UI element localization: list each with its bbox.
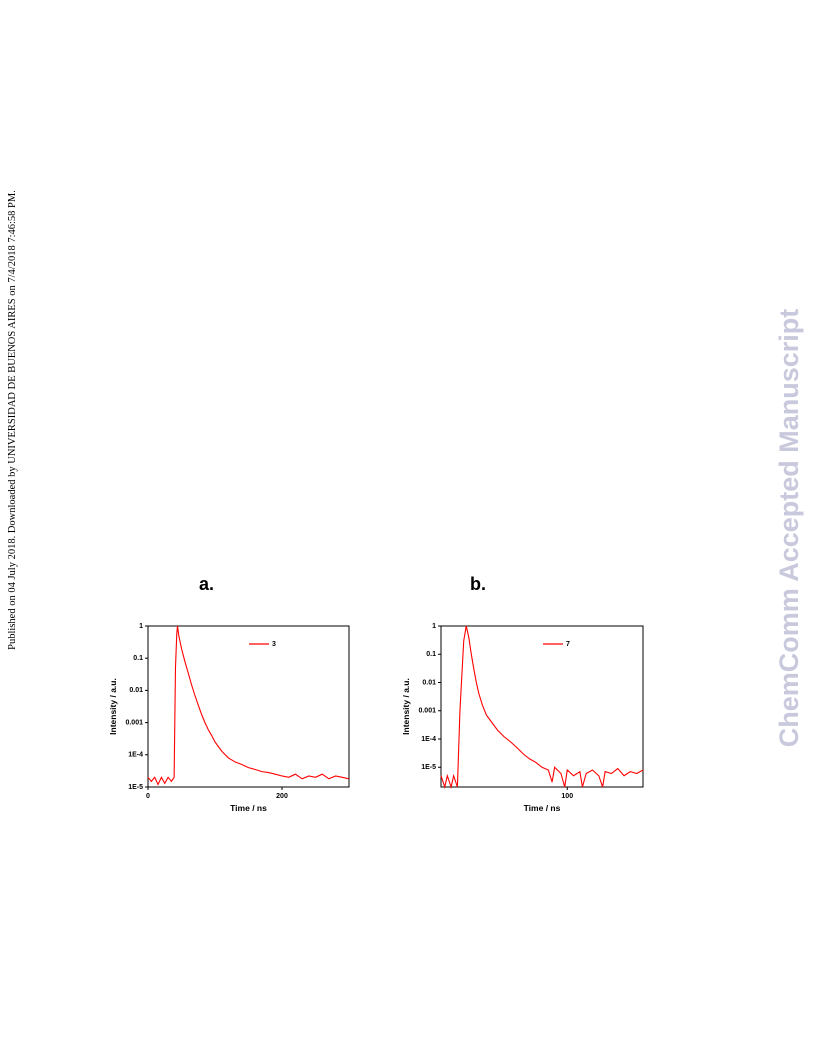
x-tick-label: 0	[146, 793, 150, 800]
legend-label: 3	[272, 641, 276, 648]
data-line	[440, 625, 644, 790]
data-line	[147, 625, 350, 786]
y-tick-label: 1E-5	[128, 784, 143, 791]
legend-label: 7	[566, 641, 570, 648]
y-tick-label: 1	[139, 623, 143, 630]
x-axis-label: Time / ns	[524, 803, 561, 813]
x-axis-label: Time / ns	[230, 803, 267, 813]
x-tick-label: 200	[276, 793, 288, 800]
sidebar: Published on 04 July 2018. Downloaded by…	[7, 190, 18, 650]
y-tick-label: 1E-5	[421, 764, 436, 771]
y-axis-label: Intensity / a.u.	[108, 678, 118, 735]
watermark: ChemComm Accepted Manuscript	[774, 309, 804, 748]
y-tick-label: 0.001	[125, 719, 143, 726]
y-tick-label: 1E-4	[421, 736, 436, 743]
y-tick-label: 0.01	[422, 679, 436, 686]
y-tick-label: 0.1	[426, 651, 436, 658]
y-tick-label: 0.01	[129, 687, 143, 694]
panel-label: b.	[470, 574, 486, 594]
y-tick-label: 0.1	[133, 655, 143, 662]
x-tick-label: 100	[561, 793, 573, 800]
y-tick-label: 1E-4	[128, 752, 143, 759]
y-tick-label: 0.001	[418, 708, 436, 715]
y-axis-label: Intensity / a.u.	[401, 678, 411, 735]
plot-frame	[147, 625, 350, 788]
plot-frame	[440, 625, 644, 788]
y-tick-label: 1	[432, 623, 436, 630]
panel-label: a.	[199, 574, 214, 594]
